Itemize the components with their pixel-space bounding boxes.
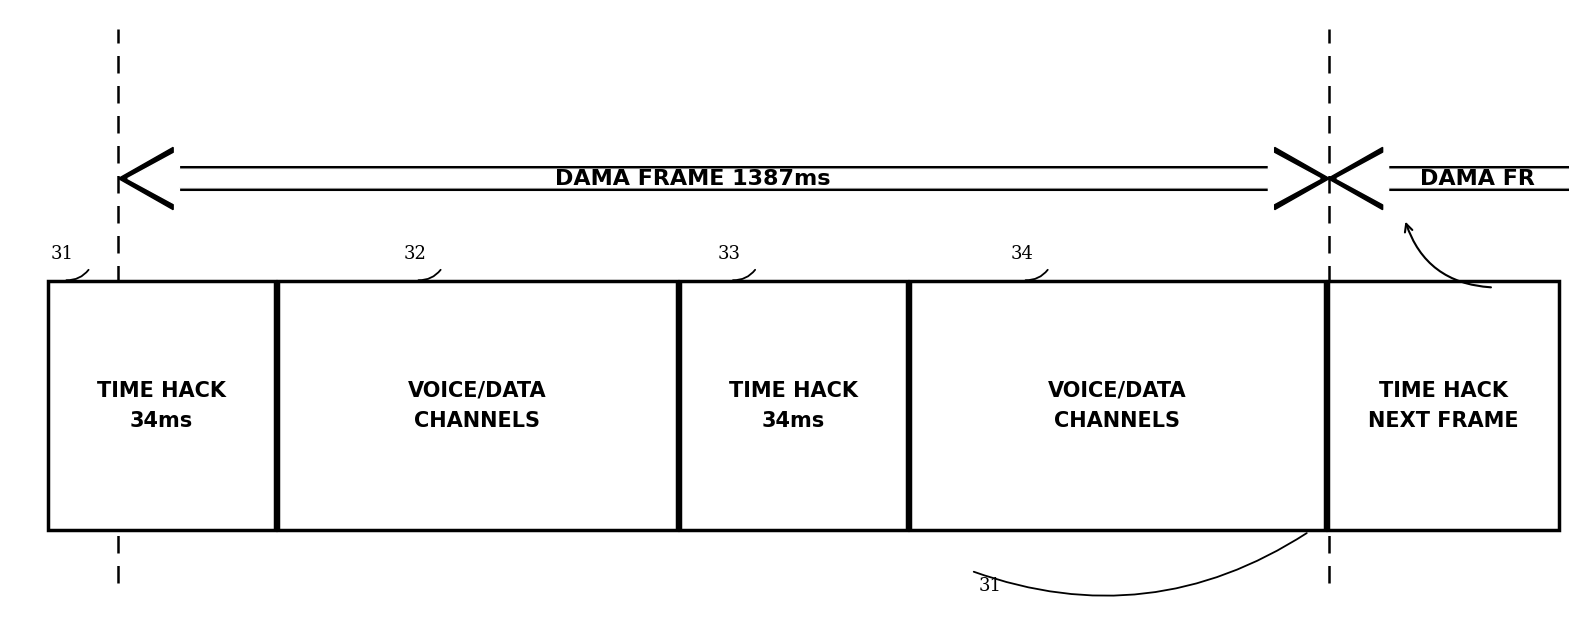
Text: 30: 30 xyxy=(1486,294,1510,312)
FancyBboxPatch shape xyxy=(1328,281,1559,530)
Text: 31: 31 xyxy=(978,577,1002,596)
Text: VOICE/DATA
CHANNELS: VOICE/DATA CHANNELS xyxy=(1048,381,1186,430)
Text: TIME HACK
34ms: TIME HACK 34ms xyxy=(728,381,857,430)
FancyBboxPatch shape xyxy=(911,281,1324,530)
Text: 34: 34 xyxy=(1010,245,1033,262)
Text: DAMA FR: DAMA FR xyxy=(1420,168,1535,189)
FancyBboxPatch shape xyxy=(278,281,676,530)
Text: 31: 31 xyxy=(50,245,74,262)
FancyBboxPatch shape xyxy=(680,281,908,530)
Text: VOICE/DATA
CHANNELS: VOICE/DATA CHANNELS xyxy=(407,381,547,430)
Polygon shape xyxy=(1328,148,1573,209)
Polygon shape xyxy=(1337,150,1573,206)
Text: TIME HACK
NEXT FRAME: TIME HACK NEXT FRAME xyxy=(1369,381,1520,430)
Text: DAMA FRAME 1387ms: DAMA FRAME 1387ms xyxy=(555,168,831,189)
Polygon shape xyxy=(118,148,1329,209)
Text: TIME HACK
34ms: TIME HACK 34ms xyxy=(98,381,227,430)
Text: 33: 33 xyxy=(717,245,741,262)
Text: 32: 32 xyxy=(403,245,426,262)
FancyBboxPatch shape xyxy=(49,281,275,530)
Polygon shape xyxy=(127,150,1320,206)
